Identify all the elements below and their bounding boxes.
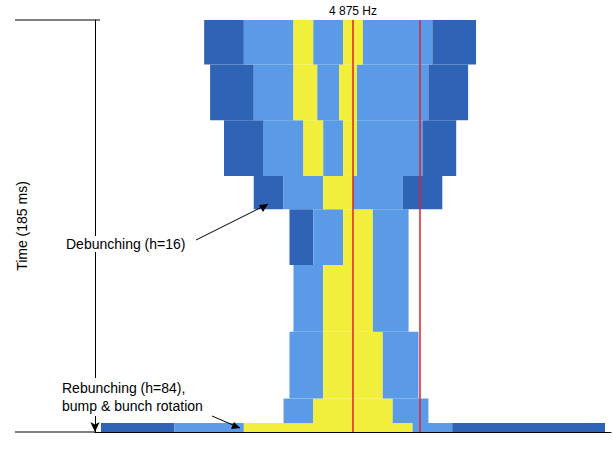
svg-text:Time (185 ms): Time (185 ms)	[14, 181, 30, 271]
svg-text:bump & bunch rotation: bump & bunch rotation	[62, 398, 203, 414]
svg-text:Debunching (h=16): Debunching (h=16)	[66, 236, 185, 252]
svg-text:Rebunching (h=84),: Rebunching (h=84),	[62, 380, 185, 396]
svg-text:4 875 Hz: 4 875 Hz	[329, 4, 377, 18]
